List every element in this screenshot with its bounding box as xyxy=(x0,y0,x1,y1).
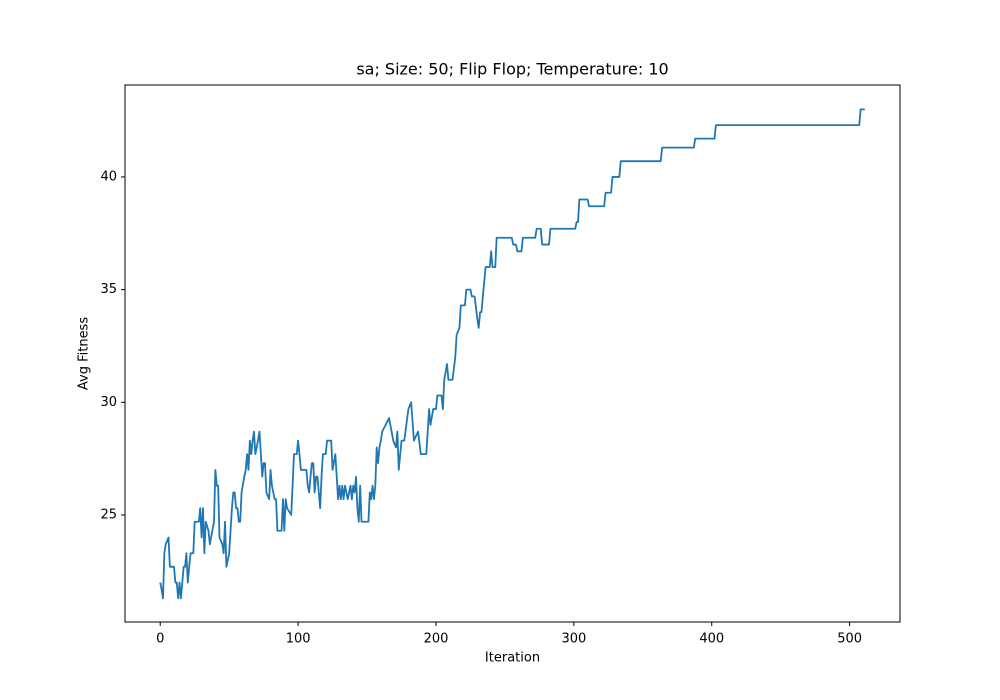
y-tick-label: 35 xyxy=(100,282,117,297)
y-tick-label: 40 xyxy=(100,169,117,184)
x-tick-label: 100 xyxy=(286,632,311,647)
y-tick-label: 30 xyxy=(100,395,117,410)
y-tick-label: 25 xyxy=(100,507,117,522)
y-axis-label: Avg Fitness xyxy=(77,317,92,390)
x-axis-label: Iteration xyxy=(485,651,540,666)
x-tick-label: 300 xyxy=(561,632,586,647)
x-tick-label: 200 xyxy=(424,632,449,647)
data-line xyxy=(159,108,865,600)
x-tick-label: 500 xyxy=(837,632,862,647)
plot-frame xyxy=(124,84,901,623)
chart-title: sa; Size: 50; Flip Flop; Temperature: 10 xyxy=(356,60,668,79)
x-tick-label: 400 xyxy=(699,632,724,647)
x-tick-label: 0 xyxy=(156,632,164,647)
